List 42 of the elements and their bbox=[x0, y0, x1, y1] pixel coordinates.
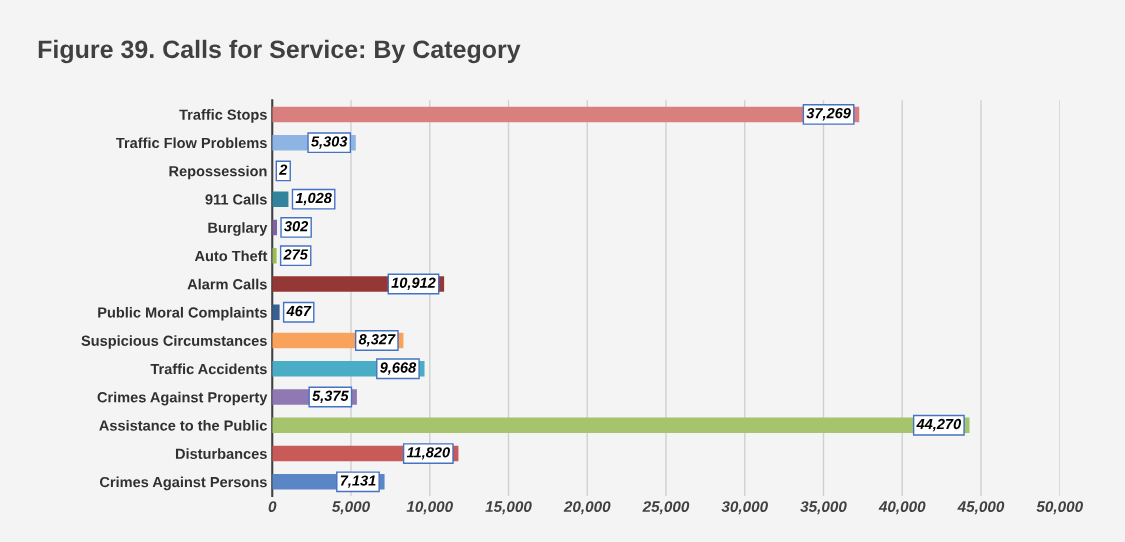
data-label: 10,912 bbox=[391, 277, 436, 290]
data-label: 5,303 bbox=[311, 136, 348, 149]
x-tick-label: 40,000 bbox=[878, 501, 926, 515]
y-tick-label: Repossession bbox=[169, 165, 267, 180]
data-label: 37,269 bbox=[806, 107, 851, 121]
y-tick-label: Auto Theft bbox=[194, 250, 268, 262]
x-tick-label: 35,000 bbox=[800, 501, 847, 515]
y-tick-label: Crimes Against Property bbox=[97, 391, 268, 406]
x-tick-label: 15,000 bbox=[485, 501, 532, 515]
y-tick-label: Traffic Flow Problems bbox=[116, 137, 267, 149]
y-tick-label: 911 Calls bbox=[205, 193, 267, 205]
y-tick-label: Crimes Against Persons bbox=[99, 476, 267, 491]
y-tick-label: Burglary bbox=[208, 222, 268, 236]
data-label: 8,327 bbox=[358, 334, 396, 347]
data-label: 275 bbox=[283, 249, 309, 260]
data-label: 11,820 bbox=[406, 447, 450, 460]
y-tick-label: Traffic Stops bbox=[179, 109, 267, 123]
data-label: 467 bbox=[286, 305, 312, 317]
data-label: 2 bbox=[279, 164, 288, 175]
x-tick-label: 5,000 bbox=[332, 501, 370, 515]
bar bbox=[272, 304, 280, 320]
data-label: 9,668 bbox=[380, 362, 417, 375]
y-tick-label: Traffic Accidents bbox=[150, 363, 267, 375]
y-tick-label: Alarm Calls bbox=[187, 278, 267, 290]
bar bbox=[272, 247, 277, 264]
x-tick-label: 0 bbox=[268, 501, 277, 513]
data-label: 7,131 bbox=[340, 475, 376, 488]
data-label: 44,270 bbox=[916, 418, 962, 432]
x-tick-label: 30,000 bbox=[721, 501, 768, 515]
y-tick-label: Assistance to the Public bbox=[99, 419, 267, 431]
x-tick-label: 25,000 bbox=[642, 501, 690, 515]
y-tick-label: Suspicious Circumstances bbox=[81, 335, 267, 349]
chart-title: Figure 39. Calls for Service: By Category bbox=[38, 39, 521, 64]
data-label: 302 bbox=[284, 221, 309, 232]
x-tick-label: 20,000 bbox=[563, 501, 611, 515]
x-tick-label: 10,000 bbox=[406, 501, 453, 515]
x-tick-label: 45,000 bbox=[957, 501, 1005, 515]
data-label: 1,028 bbox=[295, 192, 332, 206]
y-tick-label: Disturbances bbox=[175, 448, 267, 459]
x-tick-label: 50,000 bbox=[1036, 501, 1083, 515]
data-label: 5,375 bbox=[312, 390, 349, 404]
y-tick-label: Public Moral Complaints bbox=[98, 306, 267, 321]
